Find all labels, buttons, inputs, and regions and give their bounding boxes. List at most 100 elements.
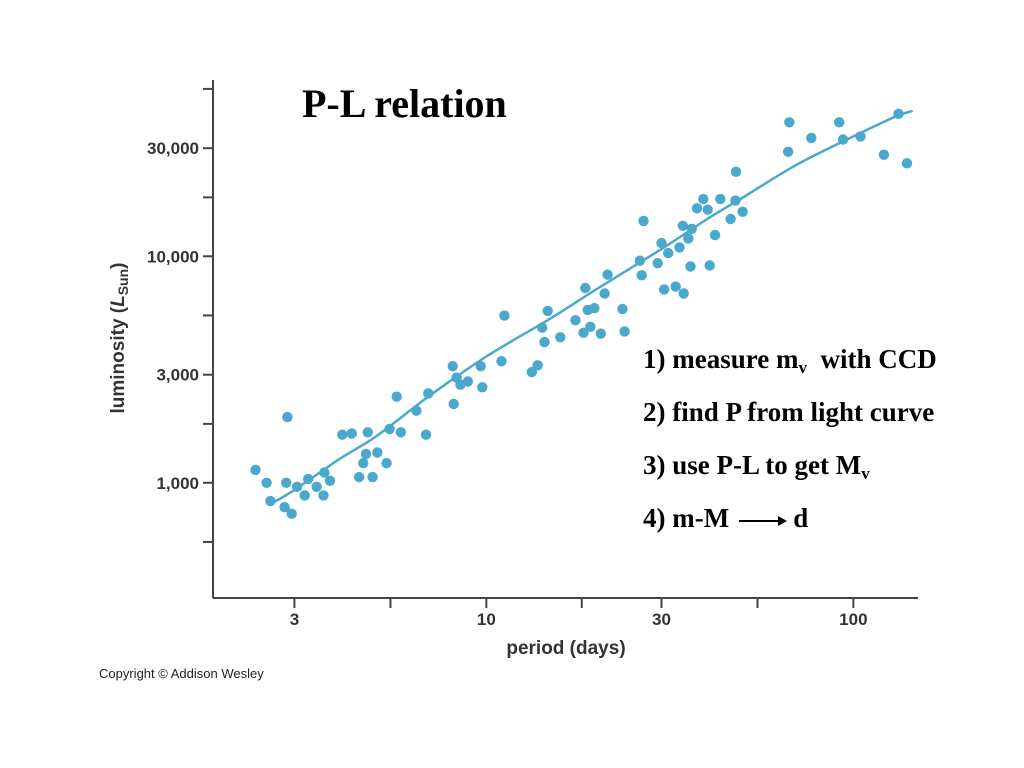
fit-curve-layer [270, 109, 914, 505]
data-point [652, 258, 663, 269]
slide-title: P-L relation [302, 81, 507, 126]
data-point [634, 255, 646, 266]
data-point [737, 206, 748, 217]
data-point [420, 429, 432, 440]
data-point [806, 132, 817, 144]
data-point [358, 458, 369, 469]
data-point [499, 310, 510, 321]
data-point [674, 242, 685, 253]
data-point [585, 321, 596, 332]
data-point [303, 473, 314, 485]
data-point [686, 223, 697, 234]
step-1-suffix: with CCD [806, 344, 937, 374]
step-4: 4) m-M d [643, 503, 937, 556]
data-point [423, 388, 434, 399]
data-point [537, 322, 548, 333]
step-4-suffix: d [793, 503, 809, 533]
data-point [599, 288, 610, 299]
data-point [496, 356, 507, 367]
copyright-notice: Copyright © Addison Wesley [99, 666, 264, 681]
data-points-layer [250, 108, 913, 519]
data-point [834, 117, 845, 128]
data-point [685, 261, 696, 272]
data-point [282, 411, 293, 423]
data-point [638, 215, 649, 227]
data-point [279, 502, 290, 513]
data-point [636, 270, 647, 281]
x-tick-label: 30 [652, 610, 671, 629]
data-point [448, 398, 459, 410]
data-point [360, 448, 372, 460]
data-point [784, 117, 795, 128]
y-tick-label: 3,000 [156, 366, 199, 385]
data-point [663, 247, 674, 259]
step-3-text: 3) use P-L to get M [643, 450, 862, 480]
data-point [367, 471, 378, 483]
data-point [602, 269, 613, 280]
step-1: 1) measure mv with CCD [643, 344, 937, 397]
y-tick-label: 30,000 [147, 139, 199, 158]
y-axis-label: luminosity (LSun) [108, 262, 131, 413]
data-point [658, 284, 670, 295]
data-point [698, 193, 709, 205]
step-3: 3) use P-L to get Mv [643, 450, 937, 503]
data-point [704, 260, 715, 271]
data-point [901, 158, 913, 169]
data-point [691, 203, 703, 214]
data-point [702, 204, 713, 215]
data-point [893, 108, 904, 120]
data-point [324, 475, 336, 486]
x-axis-label: period (days) [506, 638, 625, 659]
data-point [683, 233, 694, 244]
axis-labels-layer: 1,000 3,000 10,000 30,000 3 10 30 100 period (da… [108, 139, 868, 659]
x-tick-label: 100 [839, 610, 867, 629]
data-point [372, 447, 383, 458]
data-point [580, 282, 591, 294]
data-point [286, 508, 297, 519]
pl-fit-curve [270, 109, 914, 505]
data-point [411, 405, 422, 416]
data-point [837, 134, 849, 145]
data-point [281, 477, 292, 488]
data-point [878, 149, 890, 160]
data-point [595, 328, 606, 339]
axes [203, 80, 918, 608]
data-point [656, 237, 667, 249]
data-point [291, 481, 303, 492]
data-point [617, 303, 628, 315]
data-point [391, 391, 402, 402]
data-point [539, 336, 550, 348]
data-point [532, 360, 543, 371]
data-point [855, 131, 866, 142]
step-1-text: 1) measure m [643, 344, 799, 374]
data-point [353, 471, 365, 483]
step-3-sub: v [861, 464, 870, 483]
steps-list: 1) measure mv with CCD 2) find P from li… [643, 344, 937, 556]
data-point [299, 490, 310, 501]
data-point [542, 305, 553, 317]
data-point [261, 477, 272, 488]
data-point [578, 327, 589, 338]
data-point [395, 427, 407, 438]
data-point [319, 467, 330, 478]
data-point [362, 427, 373, 438]
data-point [447, 361, 458, 372]
y-tick-label: 1,000 [156, 474, 199, 493]
data-point [381, 458, 392, 469]
data-point [670, 281, 681, 292]
step-2-text: 2) find P from light curve [643, 397, 935, 427]
step-4-text: 4) m-M [643, 503, 730, 533]
right-arrow-icon [739, 511, 788, 531]
data-point [346, 428, 357, 439]
x-tick-label: 3 [290, 610, 299, 629]
data-point [555, 332, 566, 343]
data-point [709, 229, 721, 241]
data-point [475, 361, 486, 372]
data-point [570, 315, 581, 326]
y-tick-label: 10,000 [147, 247, 199, 266]
data-point [677, 220, 688, 231]
data-point [619, 326, 630, 337]
data-point [678, 288, 689, 299]
data-point [250, 464, 261, 476]
